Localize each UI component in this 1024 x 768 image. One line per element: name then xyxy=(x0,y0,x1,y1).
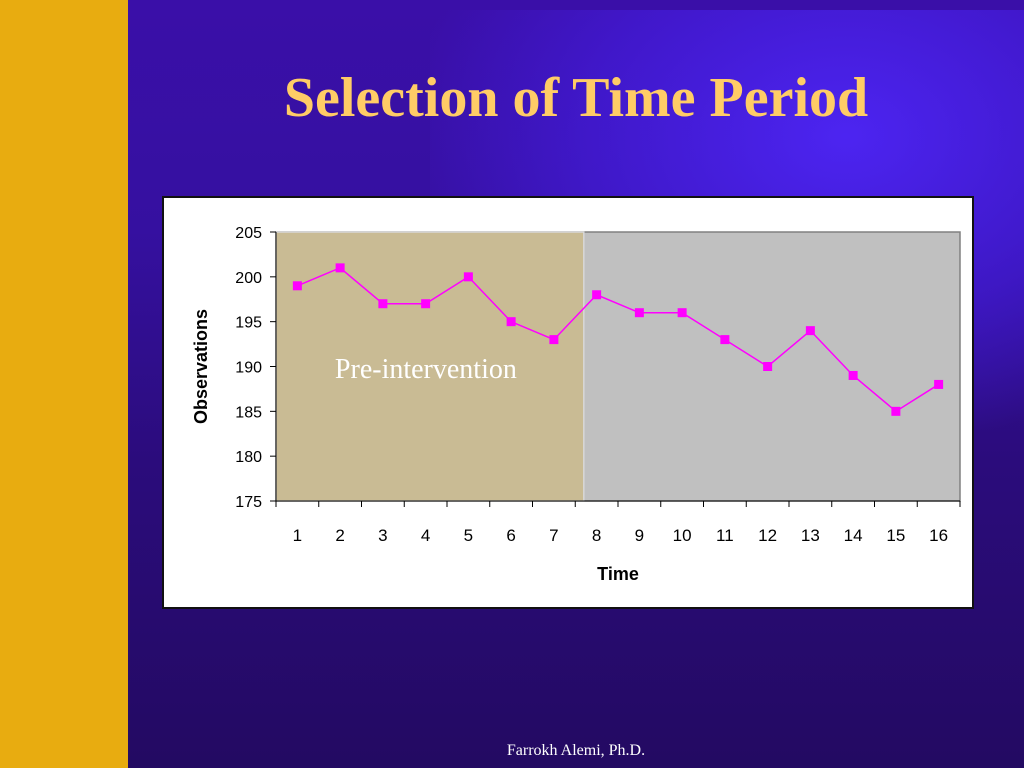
left-accent-bar xyxy=(0,0,128,768)
slide-footer: Farrokh Alemi, Ph.D. xyxy=(506,742,646,759)
chart-panel xyxy=(162,196,974,609)
slide-title: Selection of Time Period xyxy=(283,67,869,129)
